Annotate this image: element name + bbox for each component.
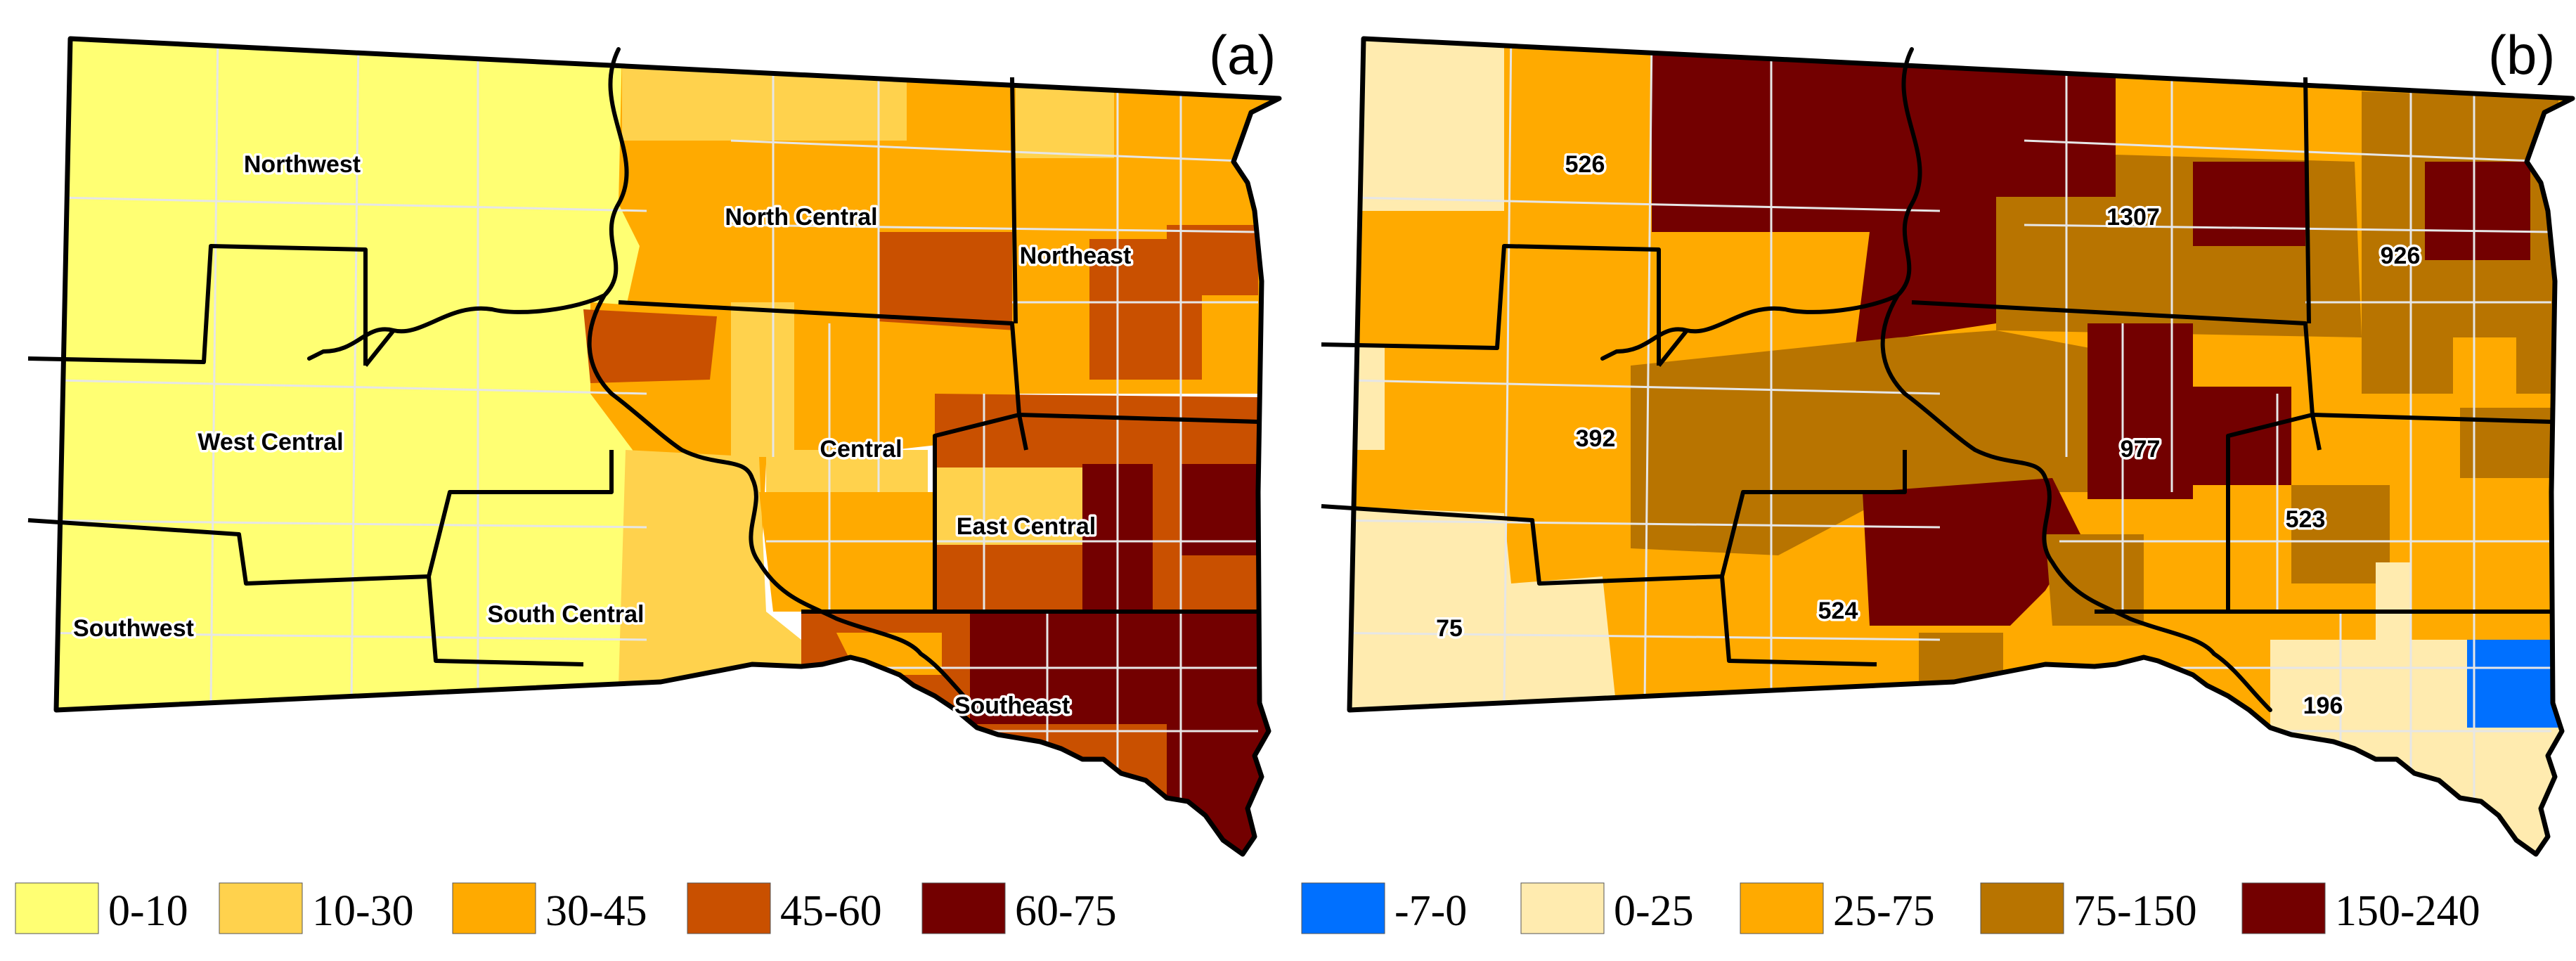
map-b-value-northeast: 926 xyxy=(2381,243,2421,269)
map-a-central-dark xyxy=(583,309,717,383)
map-a-ne-light xyxy=(1016,88,1114,158)
legend-b-swatch-0 xyxy=(1301,882,1385,934)
legend-a-swatch-4 xyxy=(921,882,1006,934)
map-b-sc-mid-2 xyxy=(1919,633,2003,745)
map-b-central-mid xyxy=(1631,330,2109,555)
map-a-label-northwest: Northwest xyxy=(244,151,361,178)
legend-b-label-4: 150-240 xyxy=(2335,887,2480,935)
map-b-sc-mid xyxy=(2045,534,2144,626)
legend-b-swatch-3 xyxy=(1980,882,2064,934)
map-b-ne-dark xyxy=(2425,162,2530,260)
map-b-value-south-central: 524 xyxy=(1818,598,1858,624)
map-b-value-southwest: 75 xyxy=(1436,615,1463,642)
map-a-legend: 0-10 10-30 30-45 45-60 60-75 xyxy=(15,882,1117,935)
map-a-missouri-river xyxy=(307,47,979,712)
map-b-se-blue xyxy=(2467,640,2565,728)
legend-b-label-3: 75-150 xyxy=(2073,887,2197,935)
legend-a-swatch-0 xyxy=(15,882,99,934)
map-b-missouri-river xyxy=(1600,47,2272,712)
map-b-nw-light xyxy=(1350,39,1504,211)
map-a-south-central-zone xyxy=(619,450,836,685)
legend-a-swatch-1 xyxy=(219,882,303,934)
legend-a-label-0: 0-10 xyxy=(108,887,188,935)
map-b-ne-orange xyxy=(2453,337,2516,394)
map-a-label-north-central: North Central xyxy=(725,204,877,231)
map-b-ec-light xyxy=(2376,562,2411,640)
legend-b-swatch-4 xyxy=(2241,882,2326,934)
map-b-ec-mid-2 xyxy=(2291,485,2390,583)
map-b-panel-letter: (b) xyxy=(2488,24,2555,86)
map-a-ec-light xyxy=(935,467,1082,545)
map-a-label-west-central: West Central xyxy=(198,429,343,456)
legend-a-label-3: 45-60 xyxy=(780,887,882,935)
legend-b-label-1: 0-25 xyxy=(1614,887,1694,935)
map-a-central-light xyxy=(731,302,794,457)
map-b: 526 1307 926 392 977 523 75 524 196 (b) xyxy=(1321,24,2576,914)
map-a: Northwest North Central Northeast West C… xyxy=(27,24,1279,914)
legend-a-swatch-3 xyxy=(687,882,771,934)
map-a-label-central: Central xyxy=(820,436,902,463)
legend-a-swatch-2 xyxy=(452,882,536,934)
map-a-label-northeast: Northeast xyxy=(1020,243,1132,269)
legend-b-label-0: -7-0 xyxy=(1394,887,1467,935)
map-b-nc-dark xyxy=(1652,39,2116,344)
legend-b-swatch-1 xyxy=(1520,882,1605,934)
legend-b-swatch-2 xyxy=(1740,882,1824,934)
map-b-division-lines xyxy=(1321,77,2552,666)
map-a-label-southeast: Southeast xyxy=(954,692,1070,719)
map-b-value-east-central: 523 xyxy=(2286,506,2326,533)
map-b-value-west-central: 392 xyxy=(1576,425,1616,452)
legend-a-label-4: 60-75 xyxy=(1015,887,1117,935)
map-b-value-southeast: 196 xyxy=(2303,692,2343,719)
map-b-value-central: 977 xyxy=(2121,436,2161,463)
map-a-south-central-2 xyxy=(759,492,935,612)
legend-b-label-2: 25-75 xyxy=(1833,887,1935,935)
map-a-label-southwest: Southwest xyxy=(73,615,194,642)
map-b-sc-dark xyxy=(1863,478,2080,626)
map-a-label-south-central: South Central xyxy=(488,601,645,628)
map-a-division-lines xyxy=(27,77,1259,666)
map-b-nc-dark-2 xyxy=(2193,162,2305,246)
map-a-se-dark xyxy=(970,612,1272,854)
legend-a-label-1: 10-30 xyxy=(312,887,414,935)
map-a-county-lines xyxy=(56,39,1259,844)
map-a-label-east-central: East Central xyxy=(957,513,1096,540)
map-b-county-lines xyxy=(1350,39,2552,844)
map-a-panel-letter: (a) xyxy=(1209,24,1276,86)
map-a-ec-dark-2 xyxy=(1181,464,1258,555)
map-b-sw-light xyxy=(1350,506,1617,710)
map-b-value-north-central: 1307 xyxy=(2106,204,2160,231)
map-a-ne-dark-2 xyxy=(1167,225,1258,295)
map-a-nc-light xyxy=(622,49,907,141)
map-a-west-zone xyxy=(56,39,647,854)
map-b-value-northwest: 526 xyxy=(1565,151,1605,178)
legend-a-label-2: 30-45 xyxy=(545,887,647,935)
map-b-legend: -7-0 0-25 25-75 75-150 150-240 xyxy=(1301,882,2480,935)
